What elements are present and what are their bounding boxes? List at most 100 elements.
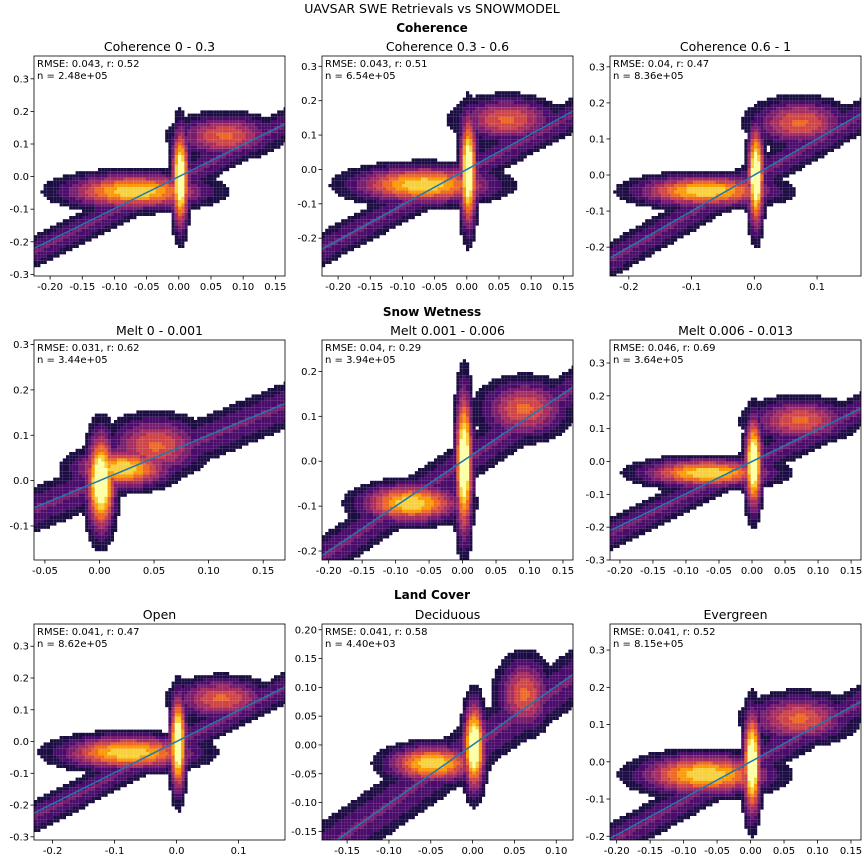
- x-tick-label: -0.10: [383, 566, 409, 577]
- x-tick-label: 0.00: [461, 846, 483, 857]
- y-tick-label: -0.1: [297, 199, 317, 210]
- y-tick-label: 0.2: [301, 367, 317, 378]
- x-tick-label: -0.1: [105, 846, 125, 857]
- axes-frame: [33, 623, 286, 841]
- x-tick-label: -0.15: [640, 566, 666, 577]
- x-tick-label: 0.00: [456, 282, 478, 293]
- axes-frame: [609, 339, 862, 561]
- count-label: n = 6.54e+05: [325, 71, 396, 82]
- fit-line: [610, 407, 861, 532]
- panel: -0.20 -0.15 -0.10 -0.05 0.00 0.05 0.10 0.15 -0.2…: [585, 607, 862, 857]
- panel-title: Coherence 0 - 0.3: [104, 39, 215, 54]
- y-tick-label: -0.3: [585, 556, 605, 567]
- x-tick-label: 0.05: [774, 566, 796, 577]
- y-tick-label: -0.2: [297, 234, 317, 245]
- x-tick-label: 0.05: [485, 566, 507, 577]
- stats-label: RMSE: 0.041, r: 0.58: [325, 627, 428, 638]
- y-tick-label: 0.10: [295, 683, 317, 694]
- y-tick-label: 0.2: [301, 96, 317, 107]
- panel-title: Coherence 0.3 - 0.6: [386, 39, 509, 54]
- x-tick-label: 0.15: [252, 566, 274, 577]
- y-tick-label: -0.2: [9, 801, 29, 812]
- fit-line: [322, 110, 573, 250]
- y-tick-label: 0.0: [589, 757, 605, 768]
- y-tick-label: 0.0: [589, 171, 605, 182]
- panel-title: Melt 0.006 - 0.013: [678, 323, 793, 338]
- x-tick-label: 0.15: [840, 566, 862, 577]
- x-tick-label: 0.00: [88, 566, 110, 577]
- x-tick-label: 0.05: [773, 846, 795, 857]
- panel-title: Melt 0.001 - 0.006: [390, 323, 505, 338]
- y-tick-label: -0.2: [9, 237, 29, 248]
- x-tick-label: -0.05: [422, 282, 448, 293]
- panel: -0.15 -0.10 -0.05 0.00 0.05 0.10 -0.15 -0.10 -0.…: [291, 607, 574, 857]
- stats-label: RMSE: 0.04, r: 0.29: [325, 343, 421, 354]
- x-tick-label: -0.15: [357, 282, 383, 293]
- y-tick-label: 0.3: [13, 642, 29, 653]
- x-tick-label: -0.20: [607, 566, 633, 577]
- fit-line: [610, 700, 861, 840]
- section-title-coherence: Coherence: [396, 21, 468, 35]
- x-tick-label: -0.20: [325, 282, 351, 293]
- density-cloud: [322, 649, 573, 840]
- density-cloud: [322, 91, 573, 268]
- x-tick-label: 0.05: [488, 282, 510, 293]
- count-label: n = 8.15e+05: [613, 639, 684, 650]
- axes-frame: [33, 339, 286, 561]
- x-tick-label: -0.20: [37, 282, 63, 293]
- x-tick-label: -0.10: [671, 846, 697, 857]
- fit-line: [335, 673, 573, 840]
- stats-label: RMSE: 0.041, r: 0.52: [613, 627, 716, 638]
- density-cloud: [322, 359, 573, 560]
- y-tick-label: -0.1: [9, 205, 29, 216]
- density-cloud: [34, 672, 285, 832]
- y-tick-label: -0.3: [9, 270, 29, 281]
- y-tick-label: 0.0: [13, 737, 29, 748]
- panel: -0.20 -0.15 -0.10 -0.05 0.00 0.05 0.10 0.15 -0.2…: [297, 39, 574, 293]
- y-tick-label: 0.0: [301, 457, 317, 468]
- x-tick-label: 0.15: [552, 282, 574, 293]
- section-title-snow-wetness: Snow Wetness: [383, 305, 481, 319]
- y-tick-label: 0.2: [589, 391, 605, 402]
- x-tick-label: 0.05: [200, 282, 222, 293]
- y-tick-label: 0.3: [301, 62, 317, 73]
- fit-line: [34, 402, 285, 509]
- y-tick-label: 0.1: [301, 412, 317, 423]
- figure-title: UAVSAR SWE Retrievals vs SNOWMODEL: [304, 1, 560, 16]
- x-tick-label: 0.0: [169, 846, 185, 857]
- y-tick-label: -0.1: [9, 769, 29, 780]
- x-tick-label: -0.1: [682, 282, 702, 293]
- panel: -0.20 -0.15 -0.10 -0.05 0.00 0.05 0.10 0.15 -0.2…: [297, 323, 574, 577]
- count-label: n = 8.36e+05: [613, 71, 684, 82]
- panel-title: Open: [143, 607, 176, 622]
- y-tick-label: 0.3: [589, 358, 605, 369]
- y-tick-label: 0.0: [13, 172, 29, 183]
- fit-line: [34, 123, 285, 250]
- y-tick-label: -0.1: [585, 490, 605, 501]
- x-tick-label: -0.20: [316, 566, 342, 577]
- x-tick-label: -0.15: [69, 282, 95, 293]
- y-tick-label: 0.2: [13, 385, 29, 396]
- x-tick-label: -0.10: [102, 282, 128, 293]
- x-tick-label: 0.1: [231, 846, 247, 857]
- panel: -0.2 -0.1 0.0 0.1 -0.3 -0.2 -0.1 0.0 0.1 0.2 0.3 Op…: [9, 607, 286, 857]
- y-tick-label: 0.05: [295, 712, 317, 723]
- y-tick-label: 0.1: [589, 134, 605, 145]
- count-label: n = 8.62e+05: [37, 639, 108, 650]
- x-tick-label: 0.0: [746, 282, 762, 293]
- y-tick-label: 0.2: [589, 683, 605, 694]
- stats-label: RMSE: 0.04, r: 0.47: [613, 59, 709, 70]
- x-tick-label: -0.2: [43, 846, 63, 857]
- y-tick-label: 0.1: [13, 705, 29, 716]
- count-label: n = 3.64e+05: [613, 355, 684, 366]
- y-tick-label: 0.3: [589, 646, 605, 657]
- fit-line: [610, 113, 861, 259]
- x-tick-label: 0.10: [232, 282, 254, 293]
- axes-frame: [321, 55, 574, 277]
- y-tick-label: -0.2: [585, 523, 605, 534]
- x-tick-label: 0.10: [545, 846, 567, 857]
- x-tick-label: 0.15: [840, 846, 862, 857]
- x-tick-label: -0.05: [32, 566, 58, 577]
- x-tick-label: -0.05: [704, 846, 730, 857]
